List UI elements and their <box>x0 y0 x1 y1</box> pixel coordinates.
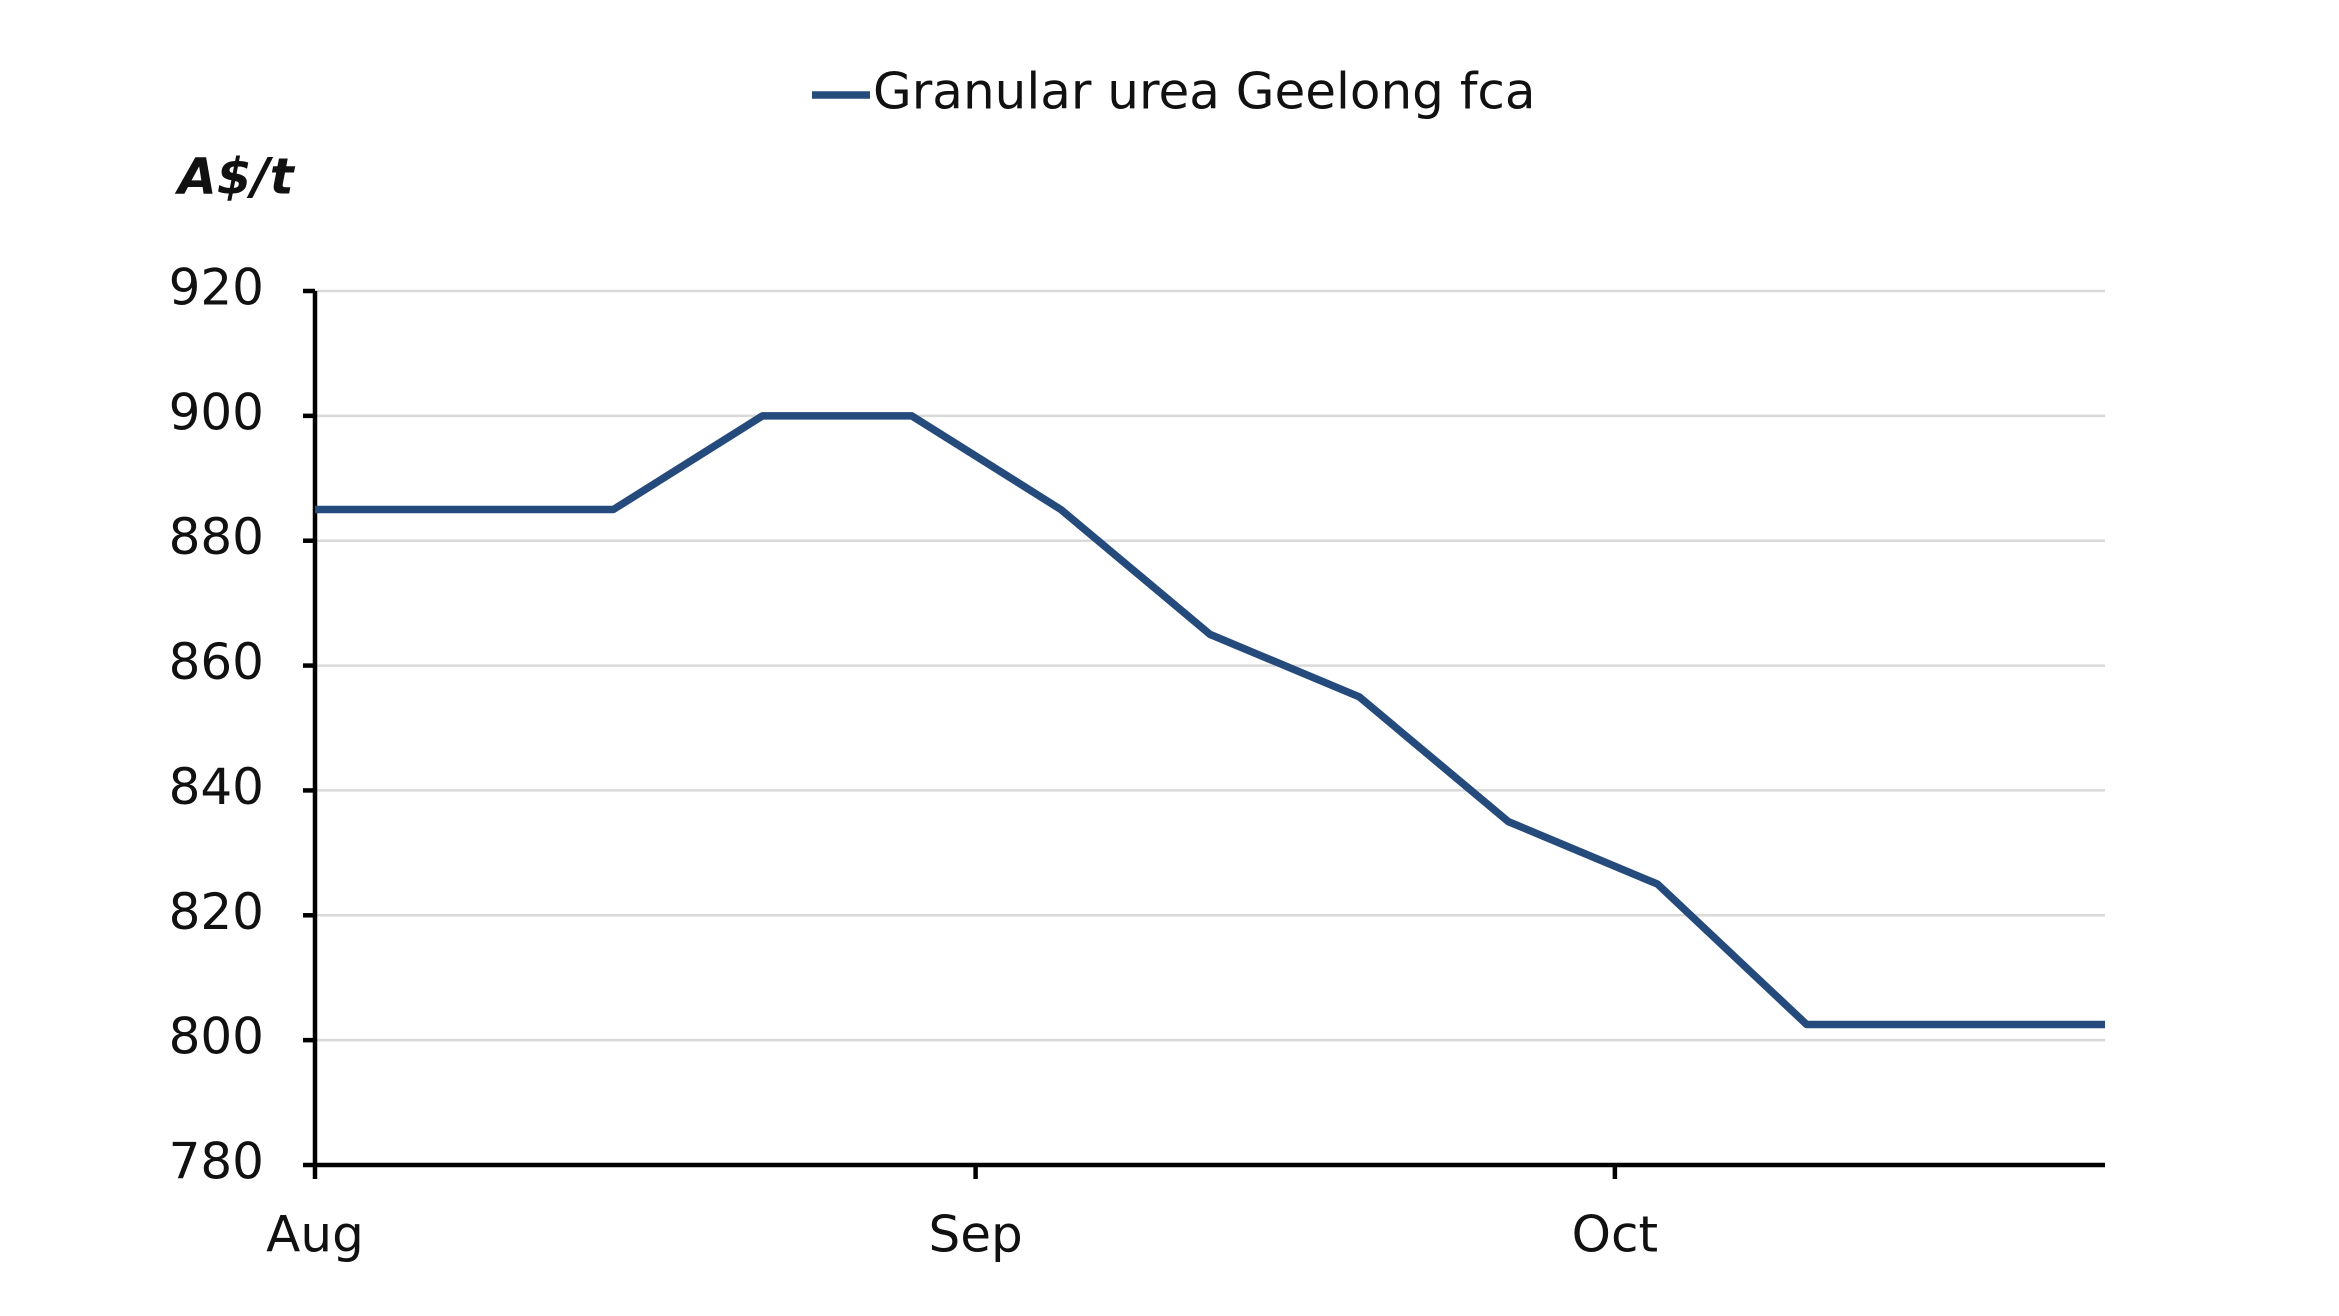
y-axis-label: A$/t <box>174 148 296 206</box>
y-tick-label: 840 <box>169 758 264 816</box>
x-tick-label: Aug <box>266 1206 364 1264</box>
y-tick-label: 900 <box>169 383 264 441</box>
series-line <box>315 412 2105 1029</box>
y-tick-label: 800 <box>169 1008 264 1066</box>
legend-label: Granular urea Geelong fca <box>873 63 1536 121</box>
y-tick-label: 920 <box>169 259 264 317</box>
x-tick-label: Sep <box>928 1206 1022 1264</box>
y-tick-label: 860 <box>169 633 264 691</box>
y-tick-label: 820 <box>169 883 264 941</box>
y-tick-label: 780 <box>169 1133 264 1191</box>
y-tick-label: 880 <box>169 508 264 566</box>
x-tick-label: Oct <box>1572 1206 1658 1264</box>
